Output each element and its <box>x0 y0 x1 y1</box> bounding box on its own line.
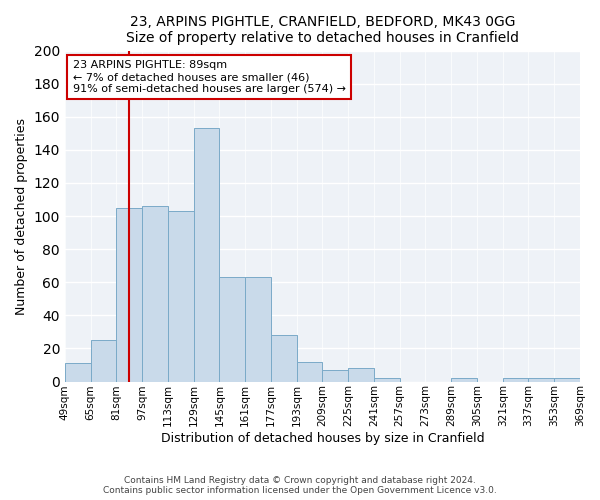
Bar <box>168 211 194 382</box>
X-axis label: Distribution of detached houses by size in Cranfield: Distribution of detached houses by size … <box>161 432 484 445</box>
Bar <box>194 128 220 382</box>
Y-axis label: Number of detached properties: Number of detached properties <box>15 118 28 314</box>
Bar <box>554 378 580 382</box>
Bar <box>65 364 91 382</box>
Bar <box>451 378 477 382</box>
Text: Contains HM Land Registry data © Crown copyright and database right 2024.
Contai: Contains HM Land Registry data © Crown c… <box>103 476 497 495</box>
Bar <box>220 278 245 382</box>
Bar <box>245 278 271 382</box>
Bar <box>91 340 116 382</box>
Bar <box>503 378 529 382</box>
Title: 23, ARPINS PIGHTLE, CRANFIELD, BEDFORD, MK43 0GG
Size of property relative to de: 23, ARPINS PIGHTLE, CRANFIELD, BEDFORD, … <box>126 15 519 45</box>
Bar <box>529 378 554 382</box>
Bar <box>142 206 168 382</box>
Bar <box>297 362 322 382</box>
Bar <box>348 368 374 382</box>
Bar <box>271 335 297 382</box>
Text: 23 ARPINS PIGHTLE: 89sqm
← 7% of detached houses are smaller (46)
91% of semi-de: 23 ARPINS PIGHTLE: 89sqm ← 7% of detache… <box>73 60 346 94</box>
Bar <box>116 208 142 382</box>
Bar <box>374 378 400 382</box>
Bar <box>322 370 348 382</box>
